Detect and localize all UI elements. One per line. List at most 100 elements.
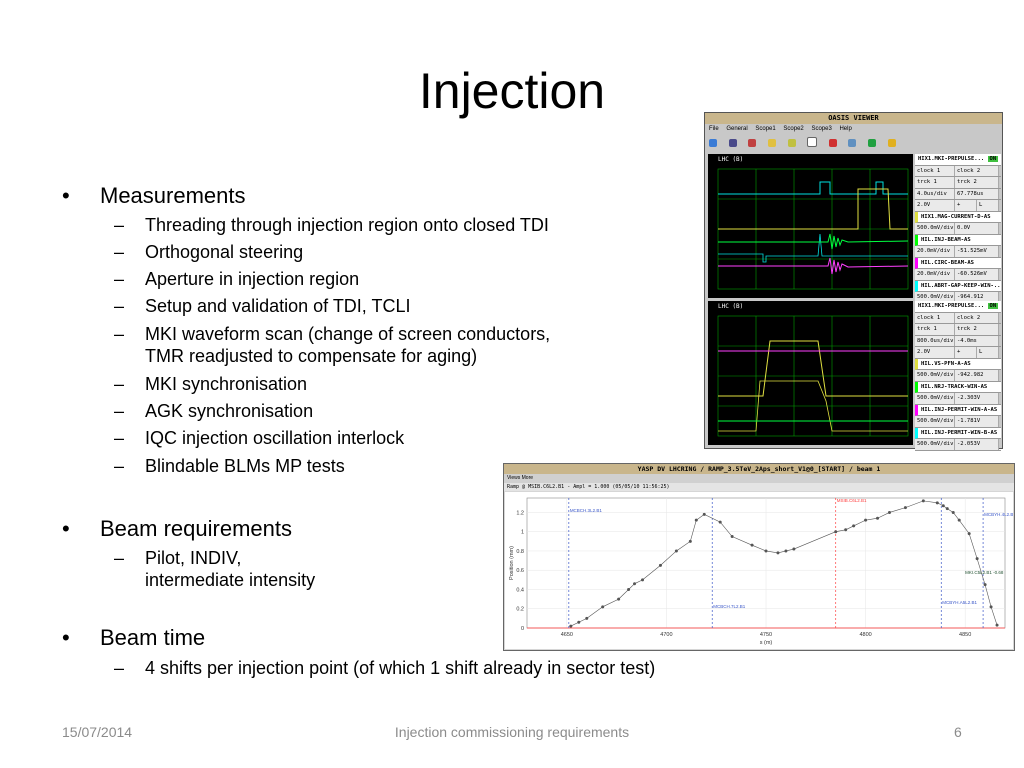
panel-row: 500.0mV/div -2.303V — [915, 393, 1001, 405]
wave-icon[interactable] — [848, 139, 857, 147]
panel-cell[interactable]: trck 1 — [915, 177, 955, 188]
settings-icon[interactable] — [767, 139, 776, 147]
panel-cell[interactable]: 4.0us/div — [915, 188, 955, 199]
menu-help[interactable]: Help — [839, 126, 852, 132]
panel-row: 2.0V + L — [915, 200, 1001, 212]
panel-cell[interactable]: L — [977, 347, 999, 358]
stop-icon[interactable] — [828, 139, 837, 147]
panel-cell[interactable]: + — [955, 347, 977, 358]
record-icon[interactable] — [728, 139, 737, 147]
orbit-point — [967, 532, 971, 536]
panel-row: 500.0mV/div 0.0V — [915, 223, 1001, 235]
panel-cell[interactable]: 800.0us/div — [915, 335, 955, 346]
sub-item-text: Aperture in injection region — [145, 269, 360, 289]
yasp-window: YASP DV LHCRING / RAMP_3.5TeV_2Aps_short… — [503, 463, 1016, 651]
sub-item-text: MKI synchronisation — [145, 374, 308, 394]
panel-row: 20.0mV/div -60.526mV — [915, 269, 1001, 281]
channel-scale[interactable]: 500.0mV/div — [915, 416, 955, 427]
corrector-label: MCBCH.7L2.B1 — [713, 604, 746, 609]
orbit-point — [764, 549, 768, 553]
panel-cell[interactable]: trck 2 — [955, 177, 999, 188]
sub-item-text: AGK synchronisation — [145, 401, 314, 421]
footer-page-number: 6 — [954, 724, 962, 740]
channel-scale[interactable]: 500.0mV/div — [915, 223, 955, 234]
panel-cell[interactable]: 2.0V — [915, 347, 955, 358]
channel-name[interactable]: HIL.NRJ-TRACK-WIN-AS — [915, 381, 1001, 393]
scope-2-header[interactable]: HIX1.MKI-PREPULSE... ON — [915, 301, 1001, 313]
panel-row: 4.0us/div 67.778us — [915, 188, 1001, 200]
print-icon[interactable] — [748, 139, 757, 147]
bullet-glyph: • — [62, 516, 70, 541]
orbit-point — [876, 516, 880, 520]
sub-item-text: 4 shifts per injection point (of which 1… — [145, 658, 656, 678]
bullet-label: Measurements — [100, 183, 246, 208]
grid-icon[interactable] — [868, 139, 877, 147]
channel-name[interactable]: HIL.INJ-PERMIT-WIN-B-AS — [915, 427, 1001, 439]
corrector-label: MCBYH.4L2.B1 — [984, 512, 1013, 517]
y-tick-label: 0.8 — [516, 549, 524, 555]
globe-icon[interactable] — [709, 139, 717, 147]
dash-glyph: – — [114, 296, 125, 316]
folder-icon[interactable] — [787, 139, 796, 147]
orbit-point — [784, 549, 788, 553]
oasis-menu-bar: File General Scope1 Scope2 Scope3 Help — [705, 124, 1002, 134]
channel-name[interactable]: HIL.VS-PFN-A-AS — [915, 358, 1001, 370]
orbit-point — [569, 624, 573, 628]
scope-1-header[interactable]: HIX1.MKI-PREPULSE... ON — [915, 154, 1001, 166]
channel-value: -964.912 — [955, 292, 999, 303]
dash-glyph: – — [114, 215, 125, 235]
panel-cell[interactable]: clock 2 — [955, 312, 999, 323]
menu-scope1[interactable]: Scope1 — [755, 126, 776, 132]
menu-scope3[interactable]: Scope3 — [811, 126, 832, 132]
channel-scale[interactable]: 500.0mV/div — [915, 292, 955, 303]
orbit-point — [617, 597, 621, 601]
dash-glyph: – — [114, 401, 125, 421]
menu-general[interactable]: General — [726, 126, 748, 132]
bullet-label: Beam time — [100, 625, 206, 650]
status-badge: ON — [987, 156, 999, 162]
orbit-point — [641, 578, 645, 582]
y-tick-label: 1 — [521, 530, 524, 536]
panel-cell[interactable]: L — [977, 200, 999, 211]
dash-glyph: – — [114, 428, 125, 448]
y-tick-label: 0.4 — [516, 587, 524, 593]
panel-cell[interactable]: clock 2 — [955, 165, 999, 176]
menu-scope2[interactable]: Scope2 — [783, 126, 804, 132]
yasp-title: YASP DV LHCRING / RAMP_3.5TeV_2Aps_short… — [504, 464, 1014, 474]
panel-cell[interactable]: -4.0ms — [955, 335, 999, 346]
channel-scale[interactable]: 500.0mV/div — [915, 370, 955, 381]
panel-cell[interactable]: + — [955, 200, 977, 211]
channel-scale[interactable]: 20.0mV/div — [915, 269, 955, 280]
channel-name[interactable]: HIL.INJ-PERMIT-WIN-A-AS — [915, 404, 1001, 416]
fill-icon[interactable] — [807, 137, 818, 147]
annotation-label: MKI.C5L2.B1 -0.68 — [965, 570, 1004, 575]
channel-scale[interactable]: 500.0mV/div — [915, 393, 955, 404]
y-axis-label: Position (mm) — [509, 546, 515, 580]
channel-name[interactable]: HIL.INJ-BEAM-AS — [915, 234, 1001, 246]
channel-name[interactable]: HIL.CIRC-BEAM-AS — [915, 257, 1001, 269]
panel-cell[interactable]: trck 1 — [915, 324, 955, 335]
x-tick-label: 4800 — [859, 632, 871, 638]
orbit-point — [834, 530, 838, 534]
panel-cell[interactable]: trck 2 — [955, 324, 999, 335]
channel-scale[interactable]: 20.0mV/div — [915, 246, 955, 257]
orbit-plot[interactable]: 0 0.2 0.4 0.6 0.8 1 1.2 4650 4700 4750 4800 4850 s (… — [505, 492, 1016, 649]
panel-cell[interactable]: clock 1 — [915, 165, 955, 176]
yasp-toolbar[interactable]: Views More — [504, 474, 1014, 483]
channel-scale[interactable]: 500.0mV/div — [915, 439, 955, 450]
orbit-chart: 0 0.2 0.4 0.6 0.8 1 1.2 4650 4700 4750 4800 4850 s (… — [509, 497, 1016, 646]
save-icon[interactable] — [887, 139, 896, 147]
panel-cell[interactable]: 67.778us — [955, 188, 999, 199]
panel-cell[interactable]: clock 1 — [915, 312, 955, 323]
panel-cell[interactable]: 2.0V — [915, 200, 955, 211]
scope-1-display[interactable]: LHC (B) — [708, 154, 913, 298]
y-tick-label: 0.6 — [516, 568, 524, 574]
scope-2-display[interactable]: LHC (B) — [708, 301, 913, 445]
orbit-point — [995, 623, 999, 627]
channel-value: -1.781V — [955, 416, 999, 427]
bullet-glyph: • — [62, 183, 70, 208]
menu-file[interactable]: File — [709, 126, 719, 132]
channel-name[interactable]: HIL.ABRT-GAP-KEEP-WIN-... — [915, 280, 1001, 292]
channel-name[interactable]: HIX1.MAG-CURRENT-D-AS — [915, 211, 1001, 223]
orbit-point — [577, 620, 581, 624]
